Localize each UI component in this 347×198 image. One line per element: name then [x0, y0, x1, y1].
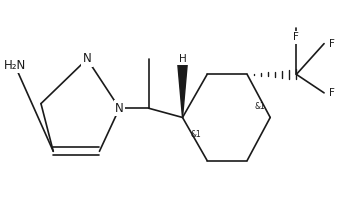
- Text: &1: &1: [255, 102, 265, 111]
- Text: &1: &1: [190, 130, 201, 139]
- Text: H₂N: H₂N: [4, 59, 26, 72]
- Text: H: H: [179, 54, 186, 64]
- Text: N: N: [83, 52, 92, 66]
- Text: F: F: [294, 32, 299, 42]
- Text: F: F: [329, 88, 335, 98]
- Text: F: F: [329, 39, 335, 49]
- Polygon shape: [178, 65, 187, 117]
- Text: N: N: [115, 102, 124, 115]
